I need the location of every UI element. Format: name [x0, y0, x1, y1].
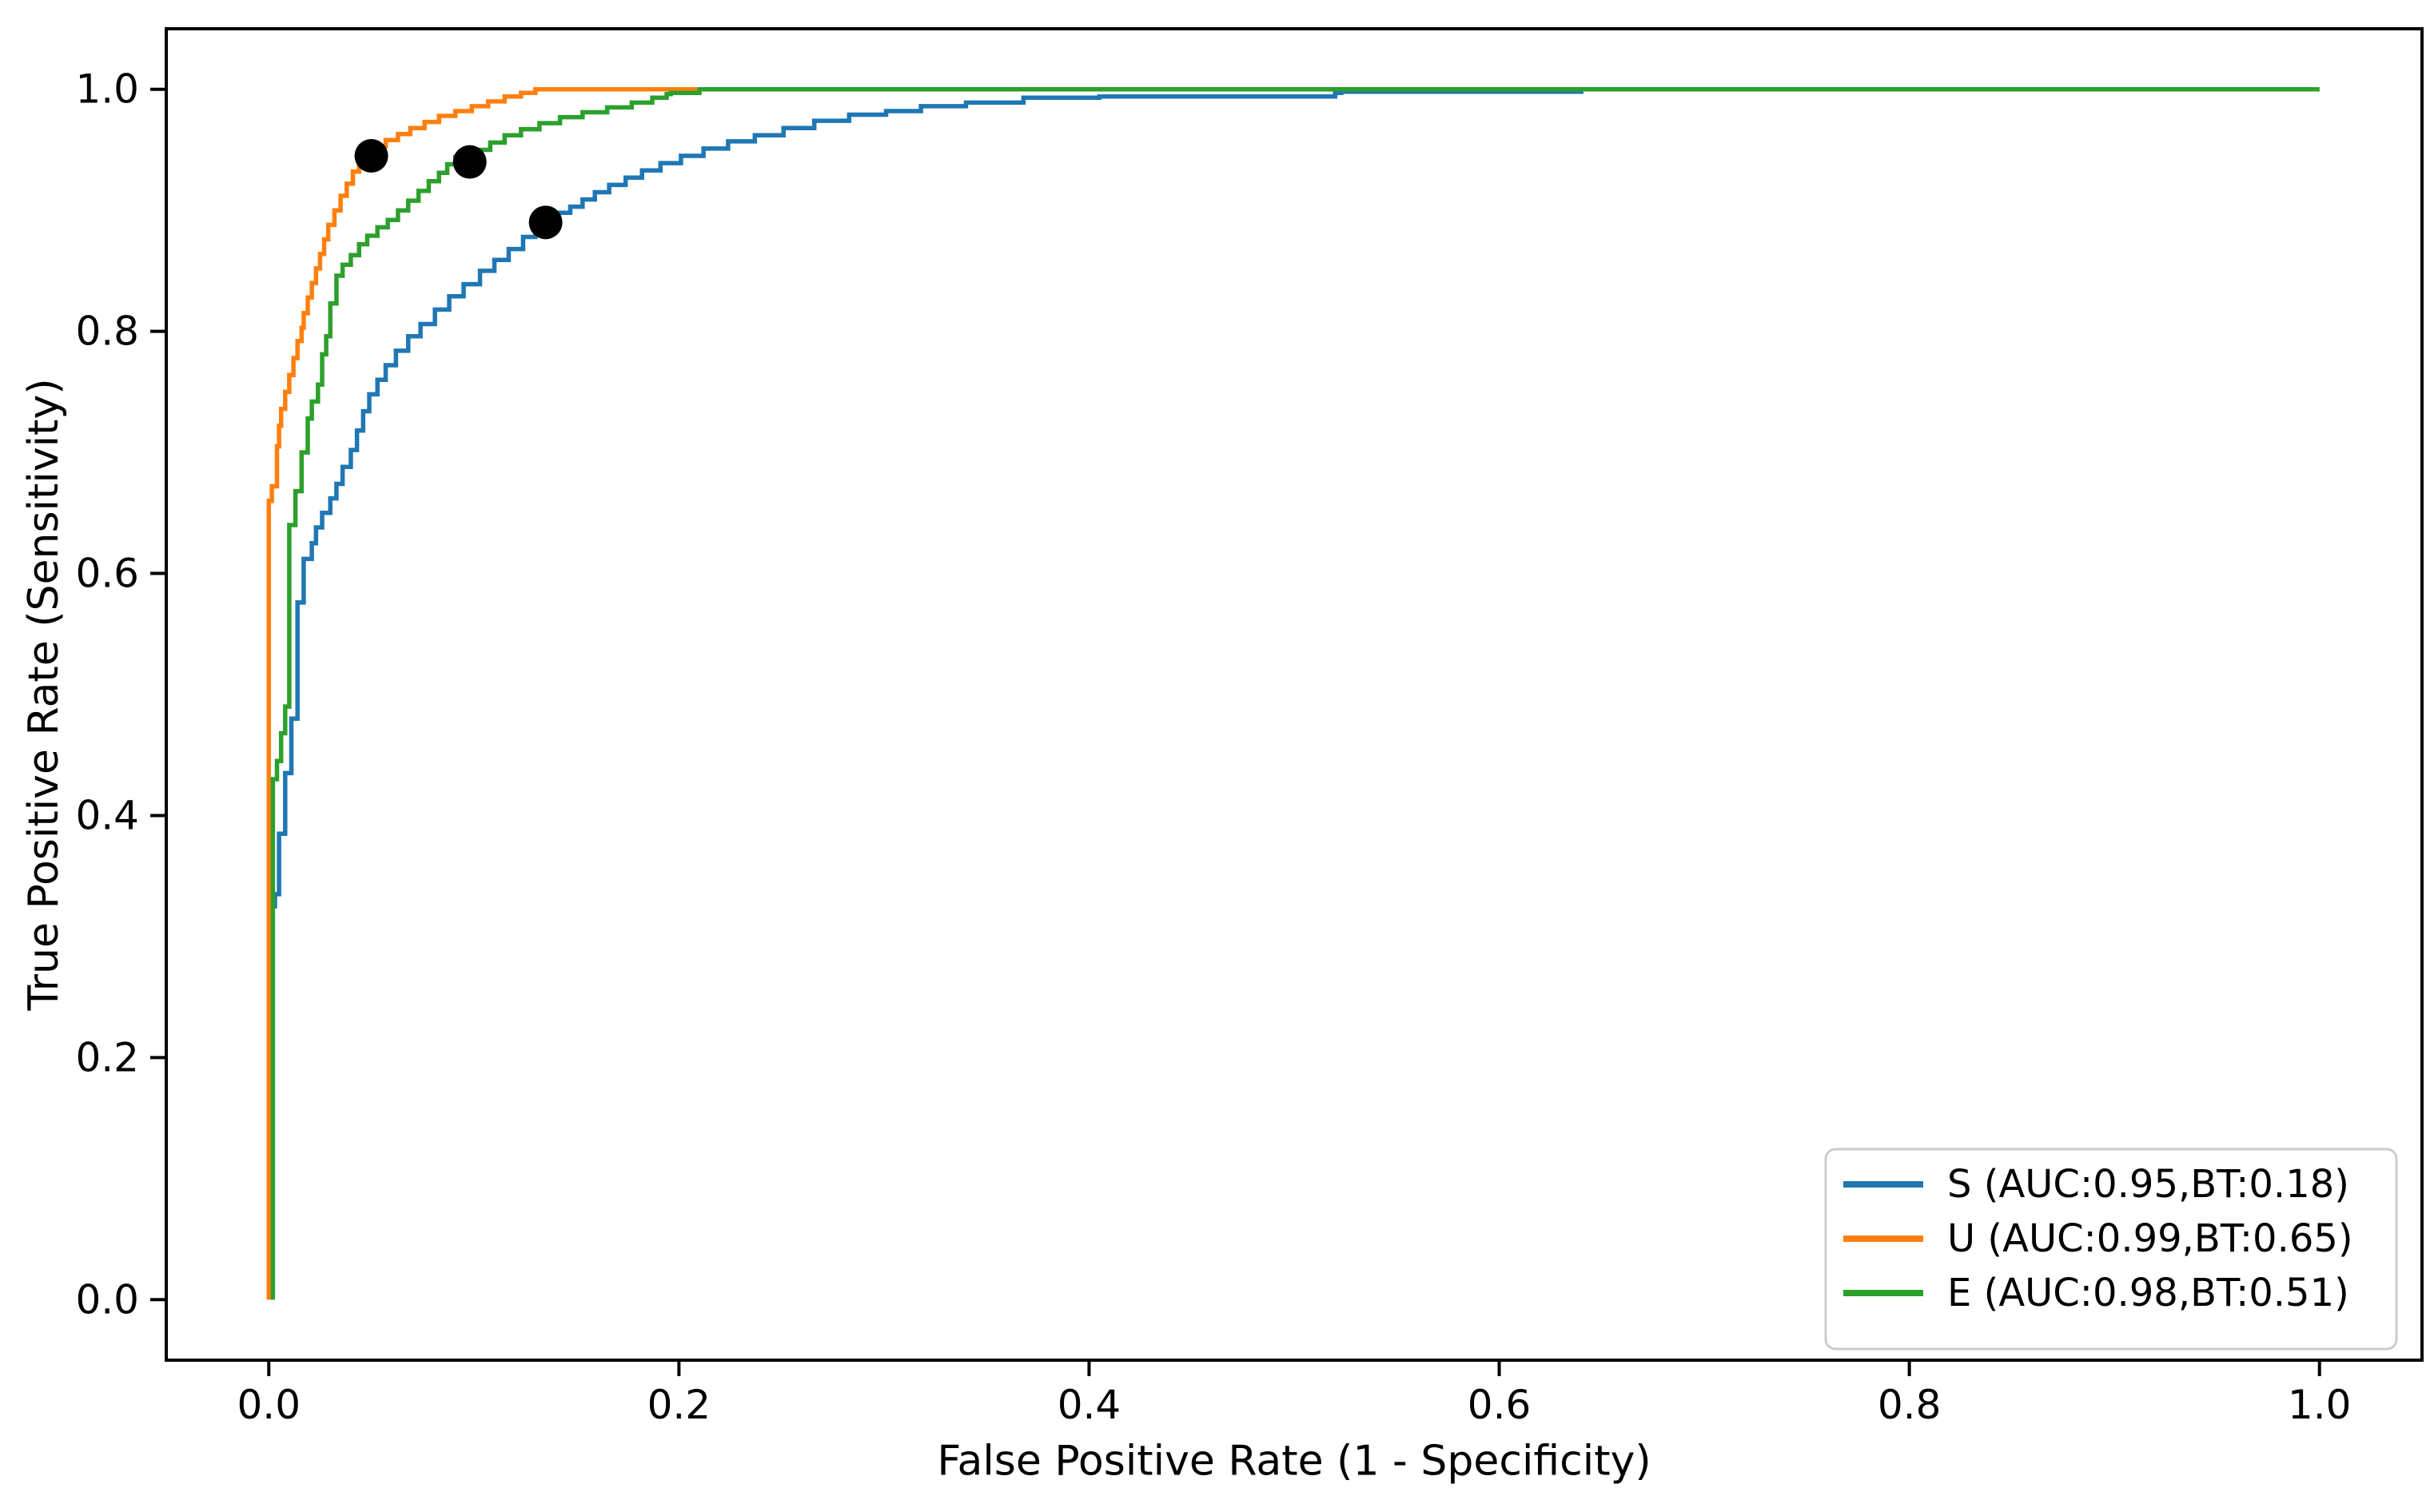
x-tick-label: 0.2: [647, 1382, 711, 1428]
roc-curves: [266, 86, 2320, 1300]
y-tick-label: 0.6: [75, 551, 139, 597]
legend-label-U: U (AUC:0.99,BT:0.65): [1947, 1216, 2353, 1261]
x-tick-label: 0.6: [1468, 1382, 1532, 1428]
y-tick-label: 0.0: [75, 1276, 139, 1323]
x-tick-label: 0.0: [237, 1382, 301, 1428]
best-threshold-dot-S: [528, 205, 563, 240]
y-tick-label: 0.2: [75, 1034, 139, 1080]
legend-label-E: E (AUC:0.98,BT:0.51): [1947, 1271, 2349, 1315]
best-threshold-markers: [354, 139, 563, 240]
x-tick-label: 0.8: [1878, 1382, 1942, 1428]
x-axis-label: False Positive Rate (1 - Specificity): [937, 1438, 1651, 1486]
legend-label-S: S (AUC:0.95,BT:0.18): [1947, 1162, 2349, 1207]
plot-area: [165, 27, 2424, 1362]
x-tick-label: 1.0: [2288, 1382, 2352, 1428]
roc-curve-U: [266, 86, 2320, 1300]
best-threshold-dot-E: [452, 145, 487, 179]
y-tick-label: 0.4: [75, 792, 139, 838]
x-tick-label: 0.4: [1058, 1382, 1121, 1428]
x-axis: 0.0 0.2 0.4 0.6 0.8 1.0: [237, 1360, 2352, 1428]
y-axis-label: True Positive Rate (Sensitivity): [20, 378, 68, 1011]
y-tick-label: 1.0: [75, 66, 139, 113]
legend-box: [1824, 1148, 2398, 1351]
y-axis: 0.0 0.2 0.4 0.6 0.8 1.0: [75, 66, 166, 1323]
best-threshold-dot-U: [354, 139, 388, 173]
roc-curve-E: [270, 86, 2320, 1300]
legend: S (AUC:0.95,BT:0.18) U (AUC:0.99,BT:0.65)…: [1824, 1148, 2398, 1351]
roc-curve-S: [269, 86, 2320, 1300]
y-tick-label: 0.8: [75, 308, 139, 355]
